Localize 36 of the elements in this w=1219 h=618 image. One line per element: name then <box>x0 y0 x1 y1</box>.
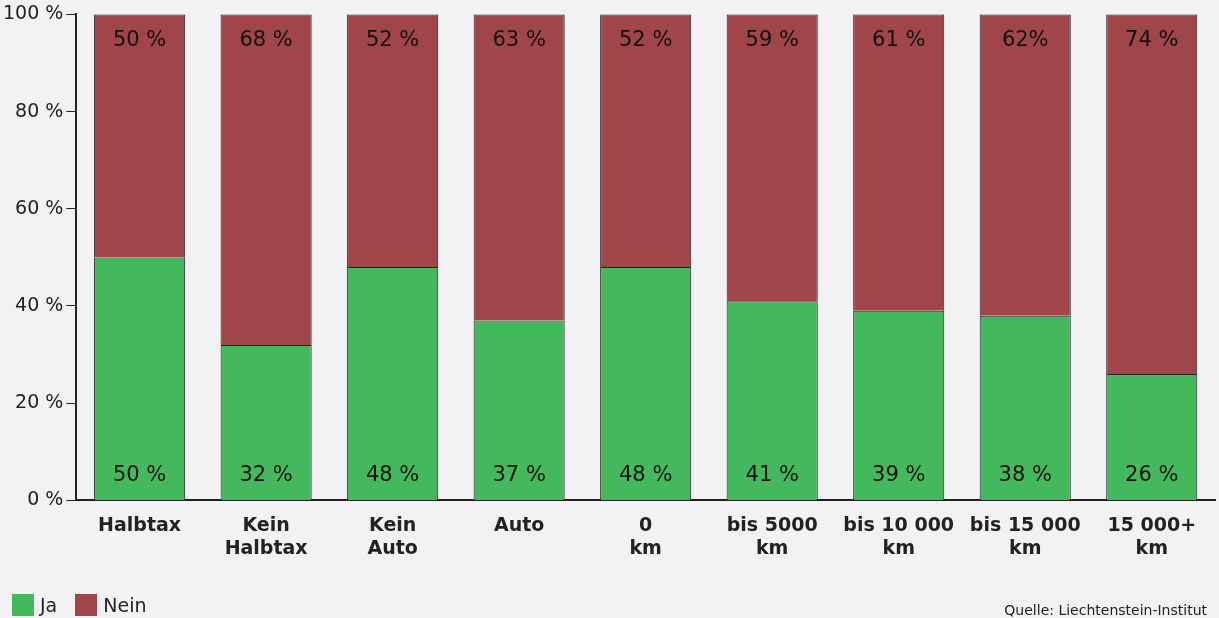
x-tick-label: 15 000+ km <box>1107 512 1197 558</box>
data-label: 48 % <box>619 461 673 486</box>
data-label: 63 % <box>492 27 546 52</box>
x-tick-label: bis 10 000 km <box>843 512 955 558</box>
data-label: 39 % <box>872 461 926 486</box>
source-note: Quelle: Liechtenstein-Institut <box>1004 602 1207 618</box>
data-label: 74 % <box>1125 27 1179 52</box>
x-tick-label: Kein Auto <box>367 512 418 558</box>
data-label: 38 % <box>998 461 1052 486</box>
x-tick-label: Halbtax <box>98 512 182 535</box>
data-label: 37 % <box>492 461 546 486</box>
x-tick-label: bis 5000 km <box>726 512 818 558</box>
data-label: 41 % <box>745 461 799 486</box>
data-label: 62% <box>1001 27 1049 52</box>
y-tick-label: 100 % <box>3 1 64 24</box>
x-tick-label: bis 15 000 km <box>969 512 1081 558</box>
y-tick-label: 60 % <box>15 195 64 218</box>
data-label: 26 % <box>1125 461 1179 486</box>
legend-label: Ja <box>40 594 58 616</box>
x-tick-label: 0 km <box>629 512 662 558</box>
y-tick-label: 40 % <box>15 292 64 315</box>
x-tick-label: Kein Halbtax <box>224 512 308 558</box>
y-tick-label: 80 % <box>15 98 64 121</box>
y-tick-label: 0 % <box>27 487 64 510</box>
x-tick-label: Auto <box>493 512 545 535</box>
data-label: 68 % <box>239 27 293 52</box>
data-label: 61 % <box>872 27 926 52</box>
y-tick-label: 20 % <box>15 390 64 413</box>
data-label: 50 % <box>112 27 167 52</box>
data-label: 52 % <box>365 27 420 52</box>
legend-label: Nein <box>103 594 147 616</box>
data-label: 32 % <box>239 461 293 486</box>
data-label: 52 % <box>619 27 673 52</box>
data-label: 48 % <box>365 461 420 486</box>
data-label: 59 % <box>745 27 799 52</box>
data-label: 50 % <box>112 461 167 486</box>
